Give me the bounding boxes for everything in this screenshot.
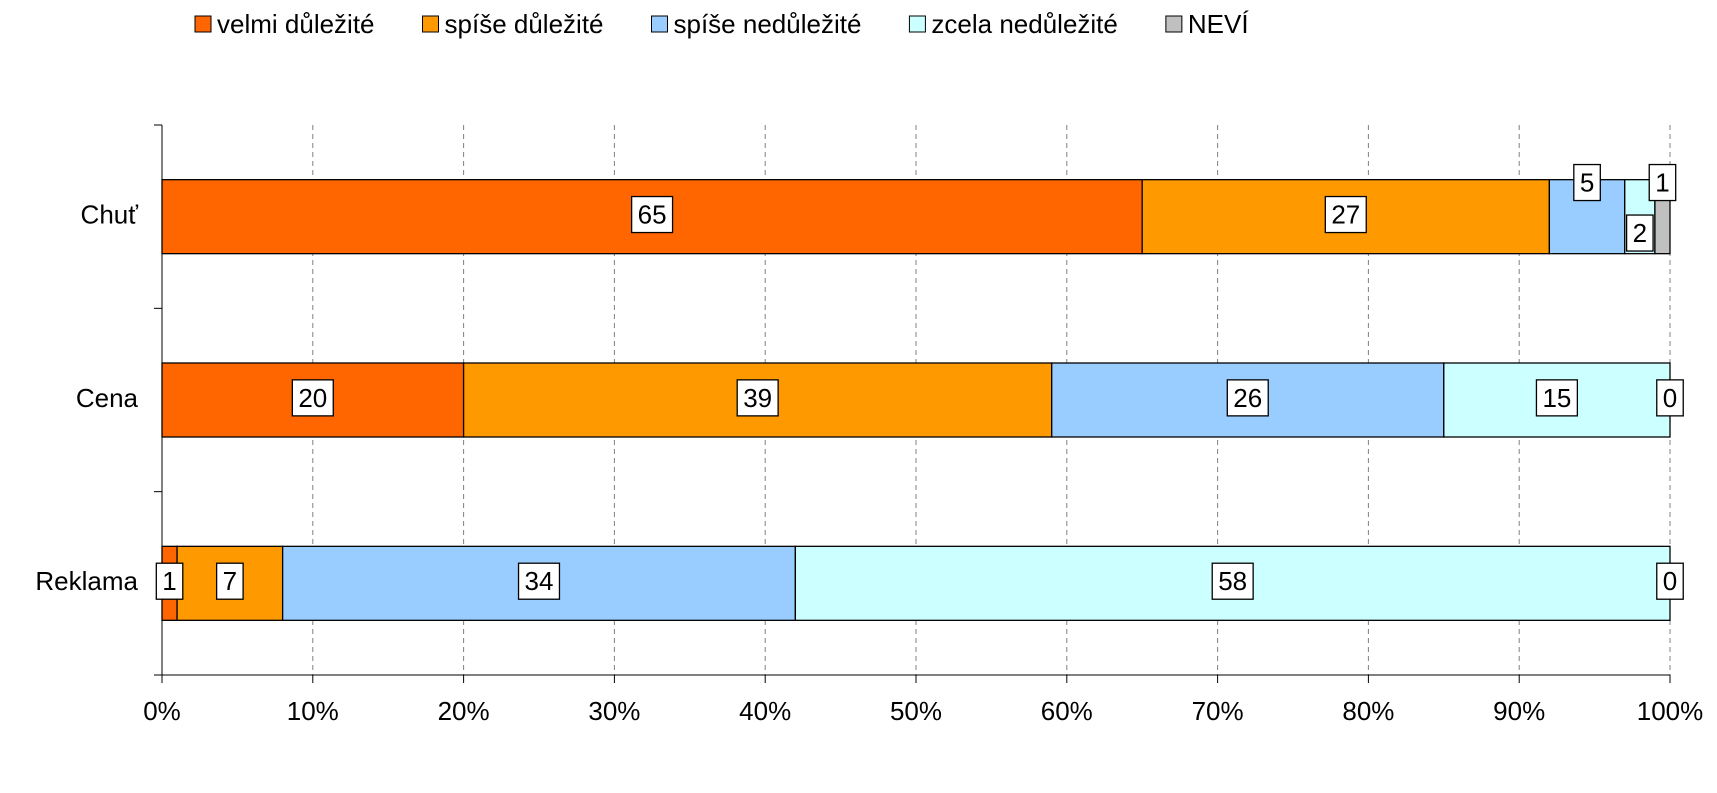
- data-label: 2: [1633, 218, 1647, 248]
- data-label: 39: [743, 383, 772, 413]
- data-label-box: [630, 195, 674, 234]
- y-tick-label: Cena: [76, 383, 139, 413]
- legend-label: spíše nedůležité: [674, 9, 862, 39]
- x-tick-label: 10%: [287, 696, 339, 726]
- x-tick-label: 80%: [1342, 696, 1394, 726]
- x-tick-label: 60%: [1041, 696, 1093, 726]
- data-label: 26: [1233, 383, 1262, 413]
- x-tick-label: 40%: [739, 696, 791, 726]
- data-label-box: [1656, 562, 1684, 600]
- data-label: 15: [1542, 383, 1571, 413]
- data-label-box: [1648, 163, 1677, 202]
- data-label: 7: [223, 566, 237, 596]
- data-label: 5: [1580, 168, 1594, 198]
- bar-segment: [794, 545, 1671, 621]
- legend-label: zcela nedůležité: [931, 9, 1117, 39]
- legend-label: NEVÍ: [1188, 9, 1249, 39]
- legend-label: spíše důležité: [445, 9, 604, 39]
- x-tick-label: 70%: [1192, 696, 1244, 726]
- legend-swatch: [651, 15, 668, 33]
- y-tick-label: Reklama: [35, 566, 138, 596]
- data-label-box: [736, 379, 779, 417]
- data-label-box: [1211, 562, 1254, 600]
- x-tick-label: 20%: [438, 696, 490, 726]
- legend-label: velmi důležité: [217, 9, 375, 39]
- legend-swatch: [422, 15, 440, 33]
- data-label-box: [1625, 214, 1654, 252]
- data-label-box: [1324, 195, 1367, 234]
- x-tick-label: 100%: [1637, 696, 1704, 726]
- data-label: 65: [638, 200, 667, 230]
- data-label: 1: [162, 566, 176, 596]
- data-label-box: [155, 562, 184, 600]
- data-label: 20: [298, 383, 327, 413]
- data-label: 1: [1655, 168, 1669, 198]
- data-label-box: [1573, 163, 1601, 202]
- x-tick-label: 50%: [890, 696, 942, 726]
- data-label-box: [1535, 379, 1579, 417]
- x-tick-label: 0%: [143, 696, 181, 726]
- data-label: 0: [1663, 383, 1677, 413]
- data-label: 0: [1663, 566, 1677, 596]
- data-label: 27: [1331, 200, 1360, 230]
- x-tick-label: 30%: [588, 696, 640, 726]
- legend-swatch: [908, 15, 926, 33]
- x-tick-label: 90%: [1493, 696, 1545, 726]
- data-label-box: [215, 562, 244, 600]
- data-label-box: [1656, 379, 1684, 417]
- y-tick-label: Chuť: [81, 200, 139, 230]
- data-label: 34: [525, 566, 554, 596]
- legend-swatch: [1165, 15, 1183, 33]
- data-label-box: [1226, 379, 1269, 417]
- legend-swatch: [194, 15, 212, 33]
- data-label: 58: [1218, 566, 1247, 596]
- data-label-box: [291, 379, 334, 417]
- data-label-box: [517, 562, 561, 600]
